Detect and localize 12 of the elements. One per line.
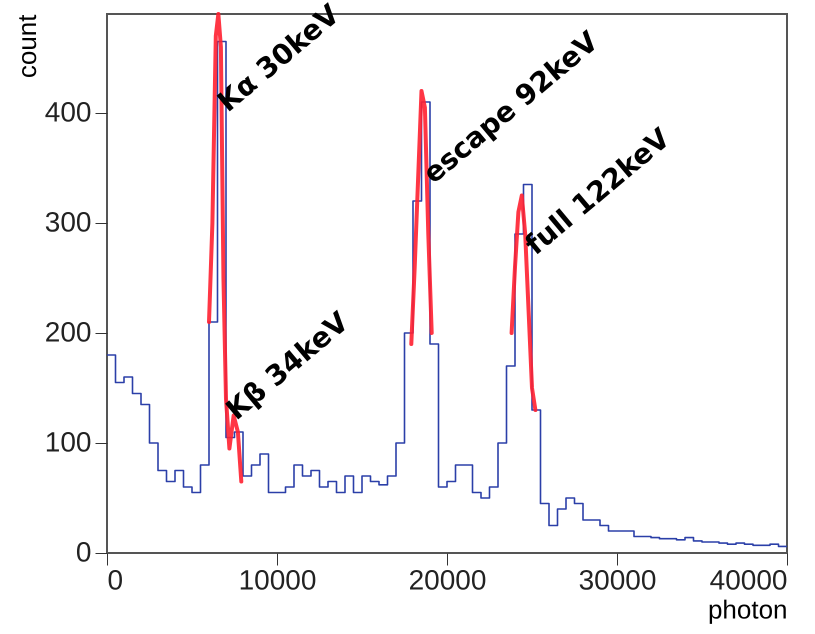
x-tick-label: 30000 xyxy=(578,564,656,596)
y-tick-label: 100 xyxy=(44,426,92,458)
x-tick-label: 20000 xyxy=(408,564,486,596)
y-tick-label: 0 xyxy=(76,536,92,568)
y-tick-label: 300 xyxy=(44,206,92,238)
y-tick-label: 400 xyxy=(44,96,92,128)
x-tick-label: 10000 xyxy=(238,564,316,596)
y-tick-label: 200 xyxy=(44,316,92,348)
x-tick-label: 0 xyxy=(108,564,124,596)
x-axis-title: photon xyxy=(708,594,788,624)
x-tick-label: 40000 xyxy=(710,564,788,596)
y-axis-title: count xyxy=(12,14,42,78)
